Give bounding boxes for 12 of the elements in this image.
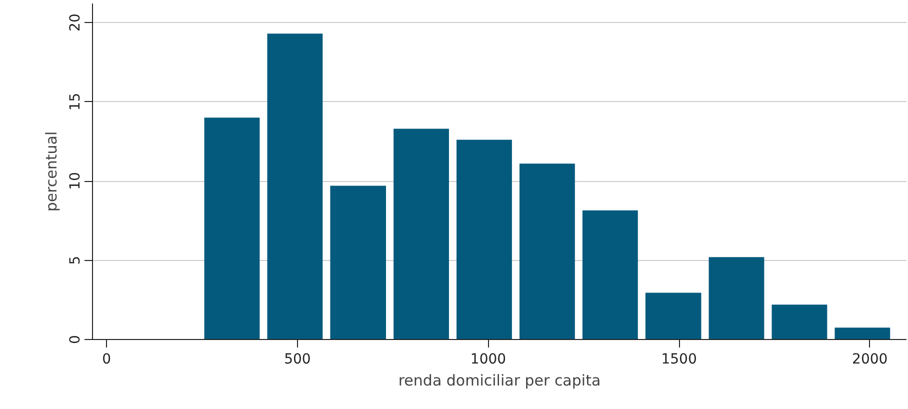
x-tick-label: 0 [102, 352, 112, 368]
y-tick-label: 5 [68, 256, 84, 265]
y-axis-title: percentual [42, 131, 60, 212]
y-tick-label: 0 [68, 335, 84, 344]
y-tick-label: 15 [68, 92, 84, 111]
x-tick-label: 1500 [661, 352, 697, 368]
x-tick-label: 2000 [852, 352, 888, 368]
x-tick-label: 500 [284, 352, 311, 368]
x-tick-label: 1000 [470, 352, 506, 368]
y-tick-label: 20 [68, 14, 84, 32]
x-axis-title: renda domiciliar per capita [398, 372, 601, 390]
y-tick-label: 10 [68, 172, 84, 190]
